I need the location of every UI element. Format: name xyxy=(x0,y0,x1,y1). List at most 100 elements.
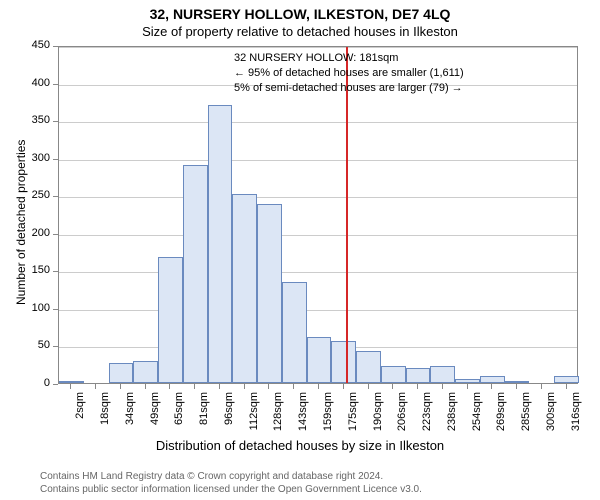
histogram-bar xyxy=(331,341,356,383)
y-tick-mark xyxy=(53,271,58,272)
chart-title-sub: Size of property relative to detached ho… xyxy=(0,22,600,39)
x-tick-label: 112sqm xyxy=(248,392,260,442)
x-tick-label: 18sqm xyxy=(99,392,111,442)
histogram-bar xyxy=(430,366,455,383)
histogram-bar xyxy=(455,379,480,383)
histogram-bar xyxy=(183,165,208,383)
y-tick-mark xyxy=(53,234,58,235)
gridline xyxy=(59,47,577,48)
x-tick-mark xyxy=(120,384,121,389)
y-tick-mark xyxy=(53,84,58,85)
x-tick-mark xyxy=(541,384,542,389)
histogram-bar xyxy=(282,282,307,383)
x-tick-mark xyxy=(293,384,294,389)
annotation-line-3: 5% of semi-detached houses are larger (7… xyxy=(234,81,464,96)
x-tick-mark xyxy=(70,384,71,389)
gridline xyxy=(59,122,577,123)
x-tick-mark xyxy=(219,384,220,389)
histogram-bar xyxy=(109,363,134,383)
x-tick-mark xyxy=(442,384,443,389)
footer-line-1: Contains HM Land Registry data © Crown c… xyxy=(40,471,422,484)
y-tick-label: 450 xyxy=(32,39,50,51)
x-tick-label: 238sqm xyxy=(446,392,458,442)
x-tick-label: 2sqm xyxy=(74,392,86,442)
annotation-box: 32 NURSERY HOLLOW: 181sqm← 95% of detach… xyxy=(234,51,464,96)
x-tick-mark xyxy=(467,384,468,389)
y-tick-mark xyxy=(53,46,58,47)
y-tick-mark xyxy=(53,121,58,122)
x-tick-mark xyxy=(169,384,170,389)
y-axis-label: Number of detached properties xyxy=(14,140,28,305)
histogram-bar xyxy=(505,381,530,383)
x-tick-label: 223sqm xyxy=(421,392,433,442)
x-tick-label: 190sqm xyxy=(372,392,384,442)
x-tick-label: 269sqm xyxy=(495,392,507,442)
x-tick-mark xyxy=(516,384,517,389)
x-tick-label: 34sqm xyxy=(124,392,136,442)
x-tick-label: 159sqm xyxy=(322,392,334,442)
histogram-bar xyxy=(480,376,505,384)
x-tick-label: 175sqm xyxy=(347,392,359,442)
x-tick-label: 65sqm xyxy=(173,392,185,442)
y-tick-label: 300 xyxy=(32,152,50,164)
x-tick-label: 316sqm xyxy=(570,392,582,442)
x-tick-mark xyxy=(95,384,96,389)
chart-container: 32, NURSERY HOLLOW, ILKESTON, DE7 4LQ Si… xyxy=(0,0,600,500)
y-tick-mark xyxy=(53,159,58,160)
y-tick-mark xyxy=(53,309,58,310)
gridline xyxy=(59,310,577,311)
y-tick-label: 0 xyxy=(44,377,50,389)
x-tick-label: 300sqm xyxy=(545,392,557,442)
x-tick-label: 96sqm xyxy=(223,392,235,442)
x-tick-mark xyxy=(145,384,146,389)
gridline xyxy=(59,197,577,198)
x-tick-mark xyxy=(343,384,344,389)
chart-title-main: 32, NURSERY HOLLOW, ILKESTON, DE7 4LQ xyxy=(0,0,600,22)
y-tick-label: 400 xyxy=(32,77,50,89)
histogram-bar xyxy=(59,381,84,383)
footer-credits: Contains HM Land Registry data © Crown c… xyxy=(40,471,422,496)
footer-line-2: Contains public sector information licen… xyxy=(40,484,422,497)
y-tick-label: 150 xyxy=(32,264,50,276)
x-tick-mark xyxy=(417,384,418,389)
histogram-bar xyxy=(158,257,183,383)
annotation-line-2: ← 95% of detached houses are smaller (1,… xyxy=(234,66,464,81)
x-tick-label: 254sqm xyxy=(471,392,483,442)
x-tick-label: 128sqm xyxy=(272,392,284,442)
y-tick-mark xyxy=(53,384,58,385)
histogram-bar xyxy=(257,204,282,383)
y-tick-label: 200 xyxy=(32,227,50,239)
annotation-line-1: 32 NURSERY HOLLOW: 181sqm xyxy=(234,51,464,66)
x-tick-mark xyxy=(392,384,393,389)
x-tick-label: 49sqm xyxy=(149,392,161,442)
x-tick-label: 206sqm xyxy=(396,392,408,442)
y-tick-label: 250 xyxy=(32,189,50,201)
x-tick-label: 143sqm xyxy=(297,392,309,442)
y-tick-label: 350 xyxy=(32,114,50,126)
gridline xyxy=(59,160,577,161)
y-tick-label: 100 xyxy=(32,302,50,314)
y-tick-mark xyxy=(53,196,58,197)
y-tick-label: 50 xyxy=(38,339,50,351)
plot-area: 32 NURSERY HOLLOW: 181sqm← 95% of detach… xyxy=(58,46,578,384)
histogram-bar xyxy=(232,194,257,383)
x-tick-mark xyxy=(566,384,567,389)
y-tick-mark xyxy=(53,346,58,347)
x-tick-mark xyxy=(368,384,369,389)
reference-line xyxy=(346,47,348,383)
x-tick-label: 285sqm xyxy=(520,392,532,442)
histogram-bar xyxy=(307,337,332,383)
histogram-bar xyxy=(133,361,158,383)
histogram-bar xyxy=(208,105,233,383)
gridline xyxy=(59,235,577,236)
x-tick-mark xyxy=(491,384,492,389)
x-tick-mark xyxy=(318,384,319,389)
x-tick-label: 81sqm xyxy=(198,392,210,442)
histogram-bar xyxy=(381,366,406,383)
x-tick-mark xyxy=(268,384,269,389)
histogram-bar xyxy=(406,368,431,383)
x-tick-mark xyxy=(194,384,195,389)
gridline xyxy=(59,272,577,273)
histogram-bar xyxy=(356,351,381,383)
histogram-bar xyxy=(554,376,579,383)
